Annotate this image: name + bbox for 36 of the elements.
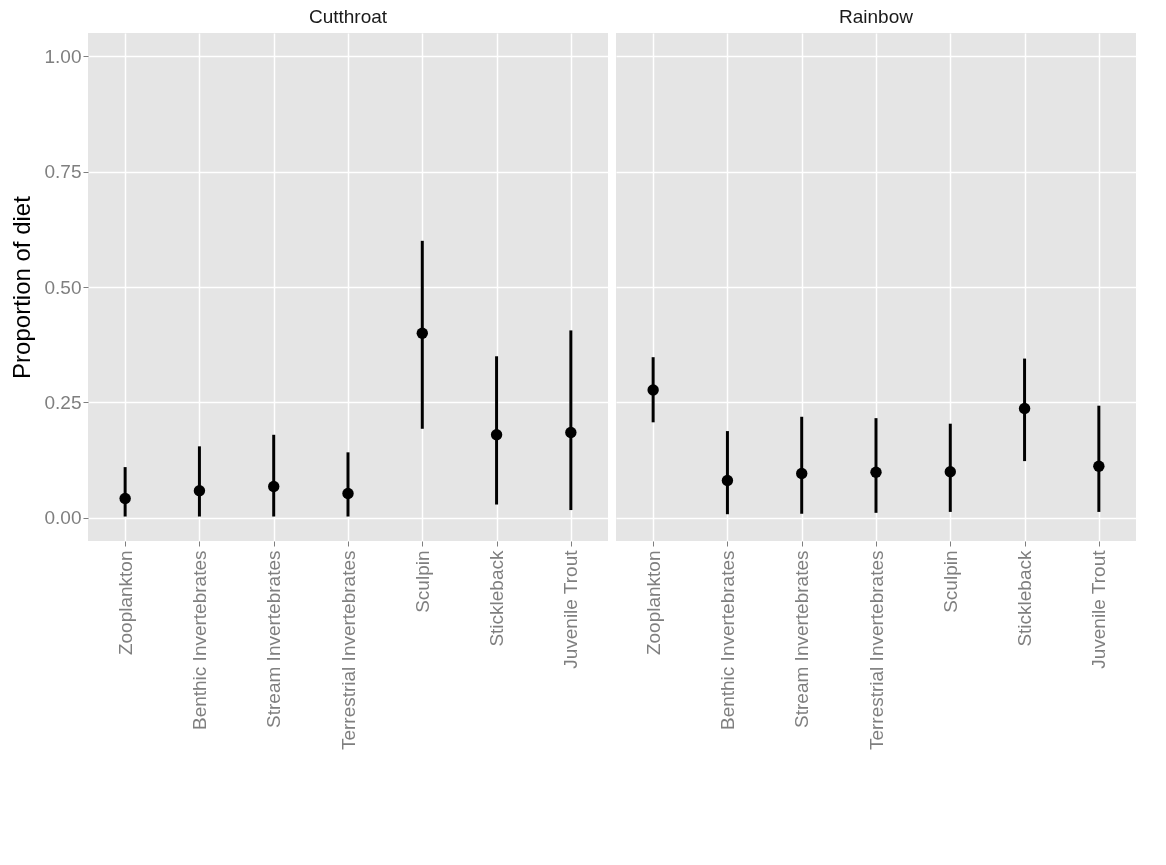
point — [193, 484, 206, 497]
chart-title: Cutthroat — [308, 6, 388, 27]
y-tick-label: 0.00 — [44, 507, 82, 529]
x-tick-label: Benthic Invertebrates — [716, 550, 738, 731]
point — [119, 492, 131, 505]
point — [1093, 460, 1105, 472]
point — [1018, 402, 1031, 415]
x-tick-label: Zooplankton — [642, 550, 664, 656]
x-tick-label: Juvenile Trout — [560, 549, 582, 669]
point — [490, 429, 503, 441]
point — [944, 466, 956, 478]
point — [342, 487, 354, 500]
x-tick-label: Stickleback — [1014, 550, 1036, 647]
y-tick-label: 0.50 — [44, 276, 82, 298]
point — [268, 480, 280, 493]
x-tick-label: Sculpin — [939, 550, 961, 613]
x-tick-label: Sculpin — [411, 550, 433, 613]
x-tick-label: Stream Invertebrates — [791, 550, 813, 728]
x-tick-label: Stickleback — [486, 550, 508, 647]
y-tick-label: 0.75 — [44, 161, 82, 183]
x-tick-label: Juvenile Trout — [1088, 549, 1110, 669]
y-tick-label: 0.25 — [44, 391, 82, 413]
point — [721, 474, 734, 487]
x-tick-label: Stream Invertebrates — [263, 550, 285, 728]
x-tick-label: Benthic Invertebrates — [188, 550, 210, 731]
x-tick-label: Terrestrial Invertebrates — [337, 550, 359, 751]
point — [870, 466, 882, 478]
x-tick-label: Zooplankton — [114, 550, 136, 656]
x-tick-label: Terrestrial Invertebrates — [865, 550, 887, 751]
point — [416, 327, 428, 339]
y-tick-label: 1.00 — [44, 45, 82, 67]
y-axis-title: Proportion of diet — [7, 195, 35, 379]
point — [565, 426, 577, 439]
point — [647, 384, 659, 396]
point — [796, 467, 808, 480]
chart-title: Rainbow — [839, 6, 914, 27]
